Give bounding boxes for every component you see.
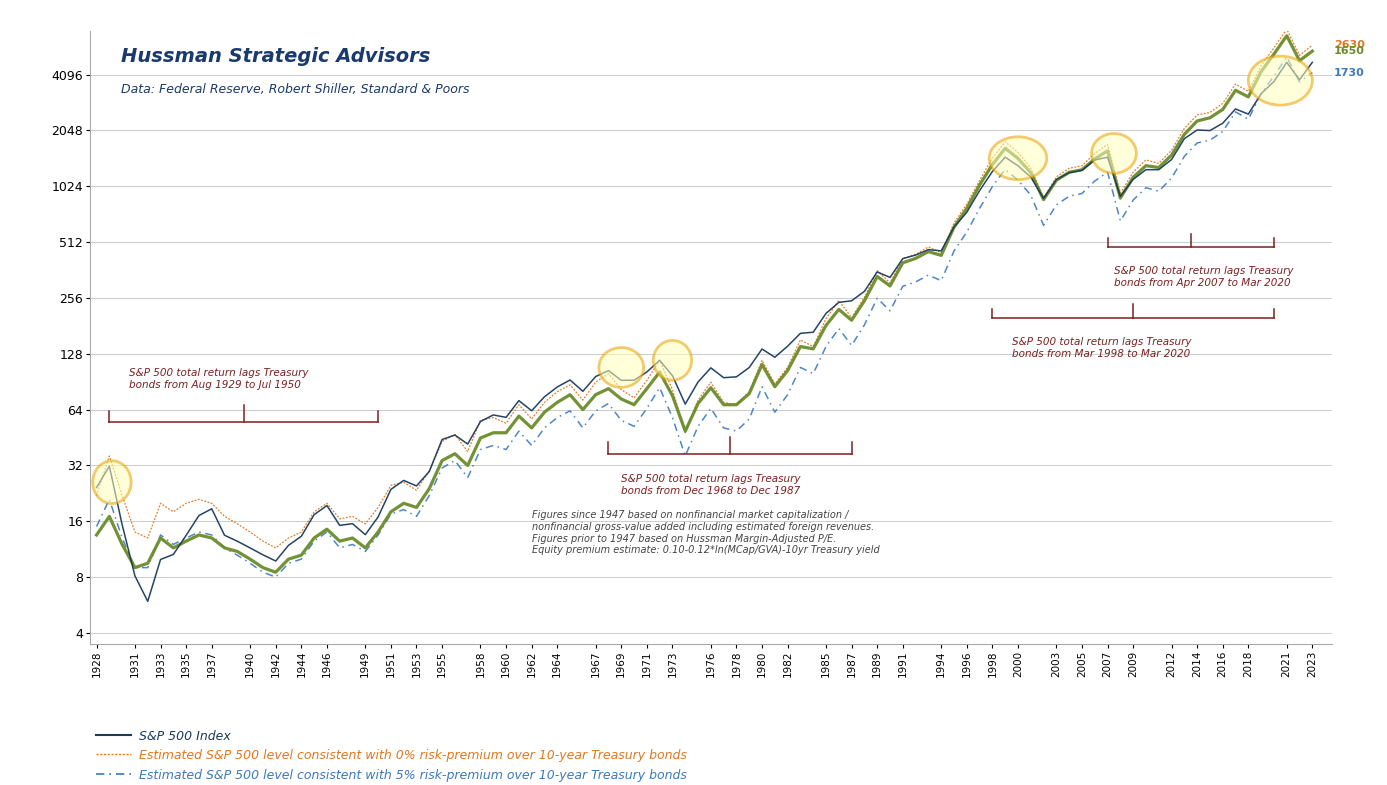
Ellipse shape bbox=[1248, 56, 1312, 105]
Legend: S&P 500 Index, Estimated S&P 500 level consistent with 0% risk-premium over 10-y: S&P 500 Index, Estimated S&P 500 level c… bbox=[97, 729, 687, 785]
Text: Data: Federal Reserve, Robert Shiller, Standard & Poors: Data: Federal Reserve, Robert Shiller, S… bbox=[121, 83, 470, 97]
Text: 2630: 2630 bbox=[1334, 40, 1365, 50]
Text: Hussman Strategic Advisors: Hussman Strategic Advisors bbox=[121, 47, 430, 66]
Ellipse shape bbox=[989, 137, 1047, 180]
Ellipse shape bbox=[1092, 133, 1136, 173]
Text: 1730: 1730 bbox=[1334, 68, 1365, 78]
Ellipse shape bbox=[93, 461, 132, 504]
Ellipse shape bbox=[653, 341, 692, 380]
Ellipse shape bbox=[599, 348, 644, 387]
Text: 1650: 1650 bbox=[1334, 46, 1365, 56]
Text: S&P 500 total return lags Treasury
bonds from Dec 1968 to Dec 1987: S&P 500 total return lags Treasury bonds… bbox=[621, 474, 800, 495]
Text: S&P 500 total return lags Treasury
bonds from Mar 1998 to Mar 2020: S&P 500 total return lags Treasury bonds… bbox=[1011, 338, 1191, 359]
Text: S&P 500 total return lags Treasury
bonds from Aug 1929 to Jul 1950: S&P 500 total return lags Treasury bonds… bbox=[129, 368, 308, 389]
Text: S&P 500 total return lags Treasury
bonds from Apr 2007 to Mar 2020: S&P 500 total return lags Treasury bonds… bbox=[1114, 266, 1294, 288]
Text: Figures since 1947 based on nonfinancial market capitalization /
nonfinancial gr: Figures since 1947 based on nonfinancial… bbox=[531, 510, 879, 555]
